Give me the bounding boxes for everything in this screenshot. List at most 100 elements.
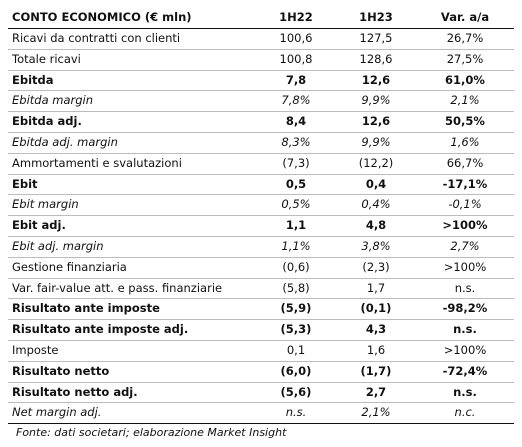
table-row: Totale ricavi 100,8 128,6 27,5% [8, 49, 514, 71]
row-label: Ricavi da contratti con clienti [8, 28, 256, 50]
value-1h23: 3,8% [336, 236, 416, 258]
value-1h23: 2,7 [336, 382, 416, 404]
value-var: -98,2% [416, 298, 514, 321]
value-1h23: 12,6 [336, 111, 416, 133]
value-var: 26,7% [416, 28, 514, 50]
value-var: 2,1% [416, 90, 514, 113]
value-1h23: 127,5 [336, 28, 416, 50]
row-label: Ebit [8, 174, 256, 196]
value-1h23: (2,3) [336, 257, 416, 279]
header-conto-economico: CONTO ECONOMICO (€ mln) [8, 6, 256, 29]
value-var: n.s. [416, 382, 514, 404]
value-var: >100% [416, 215, 514, 237]
row-label: Ebitda adj. margin [8, 132, 256, 154]
table-row: Ebitda margin 7,8% 9,9% 2,1% [8, 90, 514, 113]
value-1h23: 4,8 [336, 215, 416, 237]
value-var: -72,4% [416, 361, 514, 383]
value-1h23: 4,3 [336, 319, 416, 341]
table-row: Ebit margin 0,5% 0,4% -0,1% [8, 194, 514, 217]
row-label: Ebit margin [8, 194, 256, 217]
value-1h22: 100,8 [256, 49, 336, 71]
source-note: Fonte: dati societari; elaborazione Mark… [16, 426, 287, 439]
value-1h22: n.s. [256, 402, 336, 425]
table-row: Ebit adj. margin 1,1% 3,8% 2,7% [8, 236, 514, 258]
table-row: Ebitda adj. margin 8,3% 9,9% 1,6% [8, 132, 514, 154]
value-1h22: 7,8% [256, 90, 336, 113]
value-1h22: 100,6 [256, 28, 336, 50]
value-var: n.s. [416, 278, 514, 300]
row-label: Ebitda [8, 70, 256, 92]
row-label: Var. fair-value att. e pass. finanziarie [8, 278, 256, 300]
value-1h23: (12,2) [336, 153, 416, 175]
value-1h22: 7,8 [256, 70, 336, 92]
value-1h23: (1,7) [336, 361, 416, 383]
value-var: 66,7% [416, 153, 514, 175]
value-1h22: 0,5% [256, 194, 336, 217]
header-1h23: 1H23 [336, 6, 416, 29]
table-row: Ebit adj. 1,1 4,8 >100% [8, 215, 514, 237]
table-row: Ebitda adj. 8,4 12,6 50,5% [8, 111, 514, 133]
value-1h22: 0,5 [256, 174, 336, 196]
value-1h22: (5,9) [256, 298, 336, 321]
row-label: Risultato ante imposte [8, 298, 256, 321]
header-row: CONTO ECONOMICO (€ mln) 1H22 1H23 Var. a… [8, 6, 514, 29]
value-1h23: 9,9% [336, 90, 416, 113]
value-1h23: 9,9% [336, 132, 416, 154]
row-label: Imposte [8, 340, 256, 362]
row-label: Risultato netto [8, 361, 256, 383]
row-label: Ebit adj. margin [8, 236, 256, 258]
value-var: n.c. [416, 402, 514, 425]
table-row: Var. fair-value att. e pass. finanziarie… [8, 278, 514, 300]
header-1h22: 1H22 [256, 6, 336, 29]
value-var: 61,0% [416, 70, 514, 92]
table-row: Net margin adj. n.s. 2,1% n.c. [8, 402, 514, 425]
value-1h22: 0,1 [256, 340, 336, 362]
value-1h22: 8,4 [256, 111, 336, 133]
row-label: Risultato ante imposte adj. [8, 319, 256, 341]
value-1h22: (5,3) [256, 319, 336, 341]
header-var-aa: Var. a/a [416, 6, 514, 29]
table-row: Gestione finanziaria (0,6) (2,3) >100% [8, 257, 514, 279]
value-var: n.s. [416, 319, 514, 341]
table-row: Imposte 0,1 1,6 >100% [8, 340, 514, 362]
row-label: Ebitda margin [8, 90, 256, 113]
value-var: -0,1% [416, 194, 514, 217]
value-1h23: 0,4 [336, 174, 416, 196]
value-1h22: (5,8) [256, 278, 336, 300]
value-1h23: 128,6 [336, 49, 416, 71]
row-label: Net margin adj. [8, 402, 256, 425]
row-label: Risultato netto adj. [8, 382, 256, 404]
value-var: 1,6% [416, 132, 514, 154]
table-row: Ricavi da contratti con clienti 100,6 127,… [8, 28, 514, 50]
value-var: >100% [416, 340, 514, 362]
row-label: Ammortamenti e svalutazioni [8, 153, 256, 175]
value-1h23: 2,1% [336, 402, 416, 425]
value-1h22: (0,6) [256, 257, 336, 279]
value-1h22: 8,3% [256, 132, 336, 154]
value-1h22: (7,3) [256, 153, 336, 175]
value-var: 27,5% [416, 49, 514, 71]
value-1h22: (5,6) [256, 382, 336, 404]
row-label: Ebitda adj. [8, 111, 256, 133]
value-var: >100% [416, 257, 514, 279]
table-row: Risultato ante imposte (5,9) (0,1) -98,2% [8, 298, 514, 321]
value-1h23: 0,4% [336, 194, 416, 217]
table-row: Ebitda 7,8 12,6 61,0% [8, 70, 514, 92]
table-body: Ricavi da contratti con clienti 100,6 127,… [8, 28, 514, 425]
table-row: Ammortamenti e svalutazioni (7,3) (12,2) 66… [8, 153, 514, 175]
row-label: Gestione finanziaria [8, 257, 256, 279]
income-statement-table: CONTO ECONOMICO (€ mln) 1H22 1H23 Var. a… [8, 6, 514, 425]
value-1h23: 1,6 [336, 340, 416, 362]
table-row: Risultato netto (6,0) (1,7) -72,4% [8, 361, 514, 383]
value-var: 50,5% [416, 111, 514, 133]
value-1h23: (0,1) [336, 298, 416, 321]
value-1h22: 1,1% [256, 236, 336, 258]
value-var: 2,7% [416, 236, 514, 258]
value-1h23: 1,7 [336, 278, 416, 300]
row-label: Totale ricavi [8, 49, 256, 71]
value-var: -17,1% [416, 174, 514, 196]
table-header: CONTO ECONOMICO (€ mln) 1H22 1H23 Var. a… [8, 6, 514, 29]
table-row: Risultato netto adj. (5,6) 2,7 n.s. [8, 382, 514, 404]
table-row: Ebit 0,5 0,4 -17,1% [8, 174, 514, 196]
